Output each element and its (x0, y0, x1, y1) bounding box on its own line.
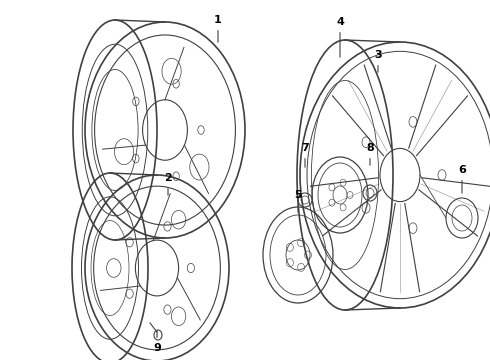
Text: 3: 3 (374, 50, 382, 72)
Text: 4: 4 (336, 17, 344, 57)
Text: 1: 1 (214, 15, 222, 42)
Text: 9: 9 (153, 331, 161, 353)
Text: 2: 2 (164, 173, 172, 195)
Text: 7: 7 (301, 143, 309, 167)
Text: 5: 5 (294, 190, 302, 212)
Text: 6: 6 (458, 165, 466, 193)
Text: 8: 8 (366, 143, 374, 165)
